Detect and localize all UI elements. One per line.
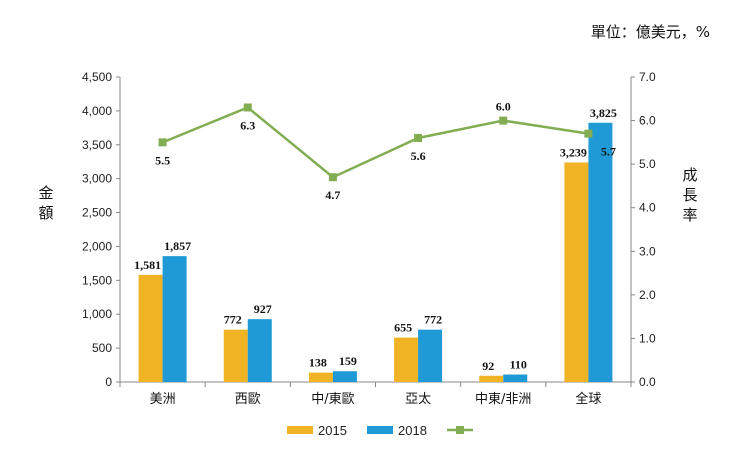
x-tick-label: 西歐 (235, 392, 261, 407)
growth-value-label: 5.5 (155, 153, 170, 167)
axes: 0 500 1,000 1,500 2,000 2,500 3,000 3,500 4,000 4… (82, 70, 656, 407)
y2-tick-label: 4.0 (639, 201, 656, 215)
y-tick-label: 1,000 (82, 307, 112, 321)
bar-value-label: 3,239 (560, 145, 587, 159)
y-tick-label: 500 (92, 341, 112, 355)
x-tick-label: 亞太 (405, 392, 431, 407)
x-tick-label: 全球 (575, 391, 601, 407)
y-tick-label: 4,000 (82, 104, 112, 118)
bar-2018 (588, 122, 613, 382)
y2-axis-title: 成長率 (682, 166, 697, 224)
y-tick-label: 4,500 (82, 70, 112, 84)
bar-2018 (418, 329, 443, 382)
bar-2018 (162, 256, 187, 382)
y2-tick-label: 2.0 (639, 288, 656, 302)
growth-value-label: 6.3 (240, 119, 255, 133)
bar-value-label: 927 (254, 302, 272, 316)
bar-value-label: 110 (510, 358, 527, 372)
growth-value-label: 6.0 (496, 100, 511, 114)
bar-value-label: 159 (339, 354, 357, 368)
y-tick-label: 2,000 (82, 239, 112, 253)
growth-value-label: 4.7 (325, 188, 340, 202)
legend-swatch (287, 426, 313, 434)
growth-point (414, 134, 423, 142)
bars (138, 122, 613, 382)
legend-label: 2015 (318, 423, 347, 438)
bar-value-label: 772 (224, 313, 242, 327)
bar-2015 (394, 337, 419, 382)
x-tick-label: 中東/非洲 (475, 391, 531, 407)
unit-note: 單位：億美元，% (591, 23, 710, 41)
growth-line (158, 103, 593, 182)
y2-tick-label: 3.0 (639, 244, 656, 258)
growth-point (158, 138, 167, 147)
growth-point (499, 116, 508, 125)
y2-tick-label: 7.0 (639, 70, 656, 84)
bar-2015 (308, 372, 333, 382)
growth-point (243, 103, 252, 112)
bar-value-label: 1,581 (134, 258, 161, 272)
bar-value-label: 3,825 (590, 106, 617, 120)
bar-2018 (247, 319, 272, 382)
bar-2015 (223, 329, 248, 382)
growth-value-label: 5.7 (601, 145, 616, 159)
bar-2015 (479, 375, 504, 382)
bar-value-label: 655 (394, 321, 412, 335)
bar-2015 (138, 274, 163, 382)
bar-value-label: 1,857 (164, 239, 191, 253)
bar-2015 (564, 162, 589, 382)
legend-line-marker (456, 426, 464, 434)
bar-2018 (332, 371, 357, 382)
y-tick-label: 2,500 (82, 206, 112, 220)
bar-value-label: 138 (309, 356, 327, 370)
legend-swatch (367, 426, 393, 434)
x-tick-label: 美洲 (150, 392, 176, 407)
y-axis-title: 金額 (38, 184, 53, 222)
y-tick-label: 1,500 (82, 273, 112, 287)
y2-tick-label: 6.0 (639, 114, 656, 128)
x-tick-label: 中/東歐 (311, 391, 354, 407)
y-tick-label: 3,500 (82, 138, 112, 152)
growth-point (328, 173, 337, 182)
bar-value-label: 92 (482, 359, 494, 373)
legend: 2015 2018 (287, 423, 473, 438)
bar-2018 (503, 374, 528, 382)
data-labels: 1,581 772 138 655 92 3,239 1,857 927 159 772 110 3,… (134, 100, 617, 373)
legend-label: 2018 (398, 423, 427, 438)
y2-tick-label: 1.0 (639, 331, 656, 345)
bar-value-label: 772 (424, 313, 442, 327)
y-tick-label: 3,000 (82, 172, 112, 186)
growth-line-path (162, 106, 589, 179)
growth-value-label: 5.6 (411, 149, 426, 163)
y-tick-label: 0 (105, 375, 112, 389)
y2-tick-label: 0.0 (639, 375, 656, 389)
y2-tick-label: 5.0 (639, 157, 656, 171)
growth-point (584, 129, 593, 138)
